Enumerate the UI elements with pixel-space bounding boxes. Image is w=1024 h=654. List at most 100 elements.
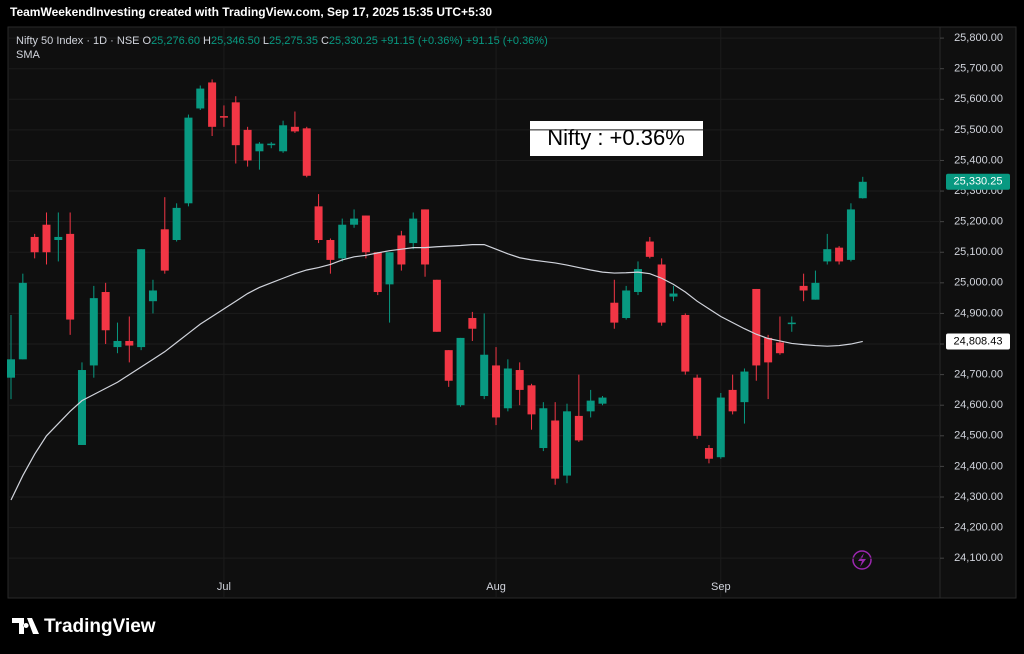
candle-body — [539, 408, 548, 449]
sma-price-label-box — [946, 333, 1010, 350]
candle-body — [172, 207, 181, 241]
last-price-box — [946, 173, 1010, 190]
candle-body — [148, 290, 157, 302]
candle-body — [823, 249, 832, 262]
candle-body — [681, 314, 690, 372]
ohlc-value: 25,346.50 — [210, 35, 260, 47]
candle-body — [468, 318, 477, 329]
candle-body — [137, 249, 146, 348]
y-tick-label: 24,700.00 — [954, 369, 1003, 381]
candle-body — [7, 359, 15, 378]
legend-series: SMA — [16, 49, 40, 61]
y-tick-label: 25,500.00 — [954, 124, 1003, 136]
candle-body — [421, 209, 430, 265]
candle-body — [811, 282, 820, 300]
candle-body — [787, 322, 796, 325]
grid — [8, 28, 940, 598]
y-tick-label: 25,100.00 — [954, 246, 1003, 258]
logo-mark — [12, 618, 39, 634]
candle-body — [77, 370, 86, 445]
candle-body — [196, 88, 205, 109]
x-tick-label: Jul — [217, 581, 231, 593]
ohlc-key: C — [320, 35, 329, 47]
candle-body — [101, 292, 110, 331]
y-tick-label: 25,200.00 — [954, 216, 1003, 228]
y-tick-label: 25,600.00 — [954, 93, 1003, 105]
legend-row: Nifty 50 Index · 1D · NSE O25,276.60 H25,3… — [16, 34, 551, 48]
candle-body — [527, 385, 536, 415]
candle-body — [18, 282, 27, 360]
change-label: +91.15 (+0.36%) — [465, 35, 548, 47]
candle-body — [799, 285, 808, 291]
ohlc-key: O — [142, 35, 152, 47]
symbol-title: Nifty 50 Index · 1D · NSE — [16, 35, 140, 47]
chart-frame — [7, 26, 1017, 599]
candle-body — [314, 206, 323, 241]
candle-body — [255, 143, 264, 152]
annotation-box — [530, 121, 703, 156]
candle-body — [397, 235, 406, 265]
alert-icon-bolt — [858, 553, 866, 567]
candle-body — [338, 224, 347, 259]
candle-body — [752, 288, 761, 366]
candle-body — [66, 233, 75, 320]
y-tick-label: 24,400.00 — [954, 460, 1003, 472]
ohlc-value: 25,330.25 — [328, 35, 378, 47]
candle-body — [279, 125, 288, 152]
last-price-label: 25,330.25 — [954, 176, 1003, 188]
candle-body — [704, 448, 713, 459]
candle-body — [846, 209, 855, 260]
y-tick-label: 25,800.00 — [954, 32, 1003, 44]
candle-body — [610, 302, 619, 323]
candle-body — [184, 117, 193, 204]
x-tick-label: Sep — [711, 581, 731, 593]
candle-body — [444, 350, 453, 381]
ohlc-key: L — [262, 35, 270, 47]
candle-body — [125, 340, 134, 346]
candle-body — [515, 370, 524, 390]
change-label: +91.15 (+0.36%) — [380, 35, 463, 47]
candle-body — [716, 397, 725, 458]
sma-line — [10, 243, 863, 501]
candle-body — [563, 411, 572, 476]
candle-body — [456, 337, 465, 406]
candle-body — [231, 102, 240, 146]
y-tick-label: 25,700.00 — [954, 63, 1003, 75]
candle-body — [480, 354, 489, 397]
candle-body — [373, 252, 382, 293]
candle-body — [30, 236, 39, 253]
candle-body — [657, 264, 666, 323]
logo-text: TradingView — [44, 616, 156, 637]
candle-body — [243, 129, 252, 161]
candle-body — [492, 365, 501, 418]
x-tick-label: Aug — [486, 581, 506, 593]
candle-body — [409, 218, 418, 244]
candle-body — [622, 290, 631, 319]
candle-body — [113, 340, 122, 348]
sma-price-label: 24,808.43 — [954, 335, 1003, 347]
candle-body — [775, 342, 784, 354]
candle-body — [728, 389, 737, 412]
candle-body — [208, 82, 217, 127]
header: TeamWeekendInvesting created with Tradin… — [10, 5, 492, 19]
candle-body — [160, 229, 169, 271]
candle-body — [574, 415, 583, 441]
candle-body — [586, 400, 595, 412]
candle-body — [503, 368, 512, 409]
y-tick-label: 24,600.00 — [954, 399, 1003, 411]
candle-body — [54, 236, 63, 241]
y-tick-label: 24,200.00 — [954, 521, 1003, 533]
candle-body — [302, 128, 311, 176]
y-tick-label: 24,900.00 — [954, 307, 1003, 319]
candle-body — [551, 420, 560, 479]
y-tick-label: 24,300.00 — [954, 491, 1003, 503]
y-tick-label: 25,400.00 — [954, 154, 1003, 166]
candle-body — [267, 143, 276, 146]
candle-body — [633, 269, 642, 293]
alert-icon[interactable] — [852, 550, 872, 570]
logo: TradingView — [12, 616, 156, 637]
candle-body — [432, 279, 441, 332]
ohlc-key: H — [203, 35, 211, 47]
candle-body — [835, 247, 844, 262]
